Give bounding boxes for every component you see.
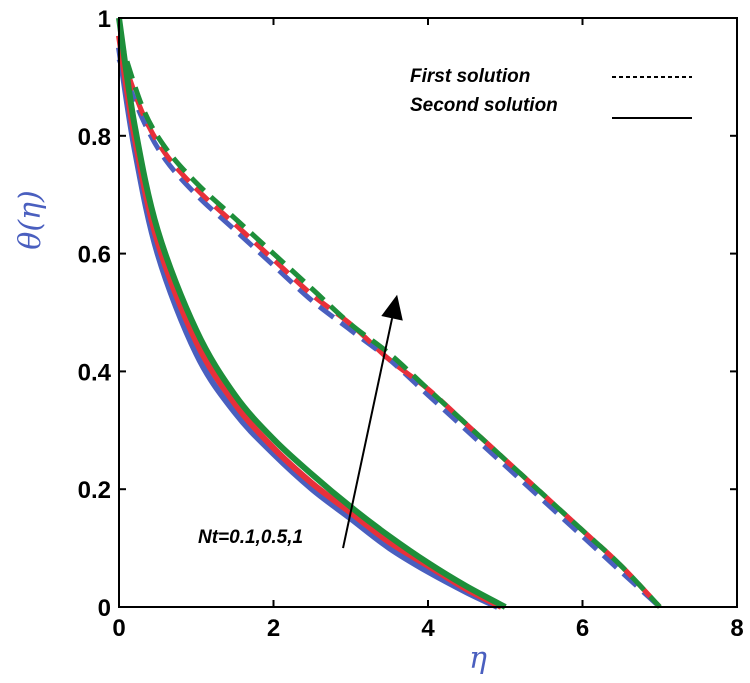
arrow-head (381, 294, 403, 321)
series-line-second-2 (116, 35, 503, 610)
x-axis-label: η (469, 641, 487, 676)
series-line-second-3 (116, 17, 507, 610)
y-tick-label: 0.4 (78, 359, 112, 386)
series-line-first-3 (116, 34, 662, 609)
annotation-nt-values: Nt=0.1,0.5,1 (198, 527, 303, 548)
x-tick-label: 6 (576, 615, 589, 642)
ticks-layer: 0 2 4 6 8 0 0.2 0.4 0.6 0.8 1 (78, 6, 744, 642)
series-layer (116, 17, 662, 610)
x-tick-label: 2 (267, 615, 280, 642)
y-tick-label: 0.6 (78, 242, 111, 269)
x-tick-label: 0 (112, 615, 125, 642)
y-tick-label: 0.8 (78, 124, 111, 151)
arrow-shaft (342, 318, 394, 549)
annotation-layer (342, 294, 403, 549)
y-tick-label: 0 (98, 595, 111, 622)
legend-label-second-solution: Second solution (410, 95, 558, 116)
x-tick-label: 4 (421, 615, 435, 642)
y-tick-label: 0.2 (78, 477, 111, 504)
x-tick-label: 8 (730, 615, 743, 642)
y-axis-label: θ(η) (13, 190, 48, 249)
legend-label-first-solution: First solution (410, 66, 530, 87)
series-line-second-1 (116, 47, 499, 610)
y-tick-label: 1 (98, 6, 111, 33)
legend: First solution Second solution (410, 66, 692, 119)
series-line-first-1 (116, 58, 662, 609)
